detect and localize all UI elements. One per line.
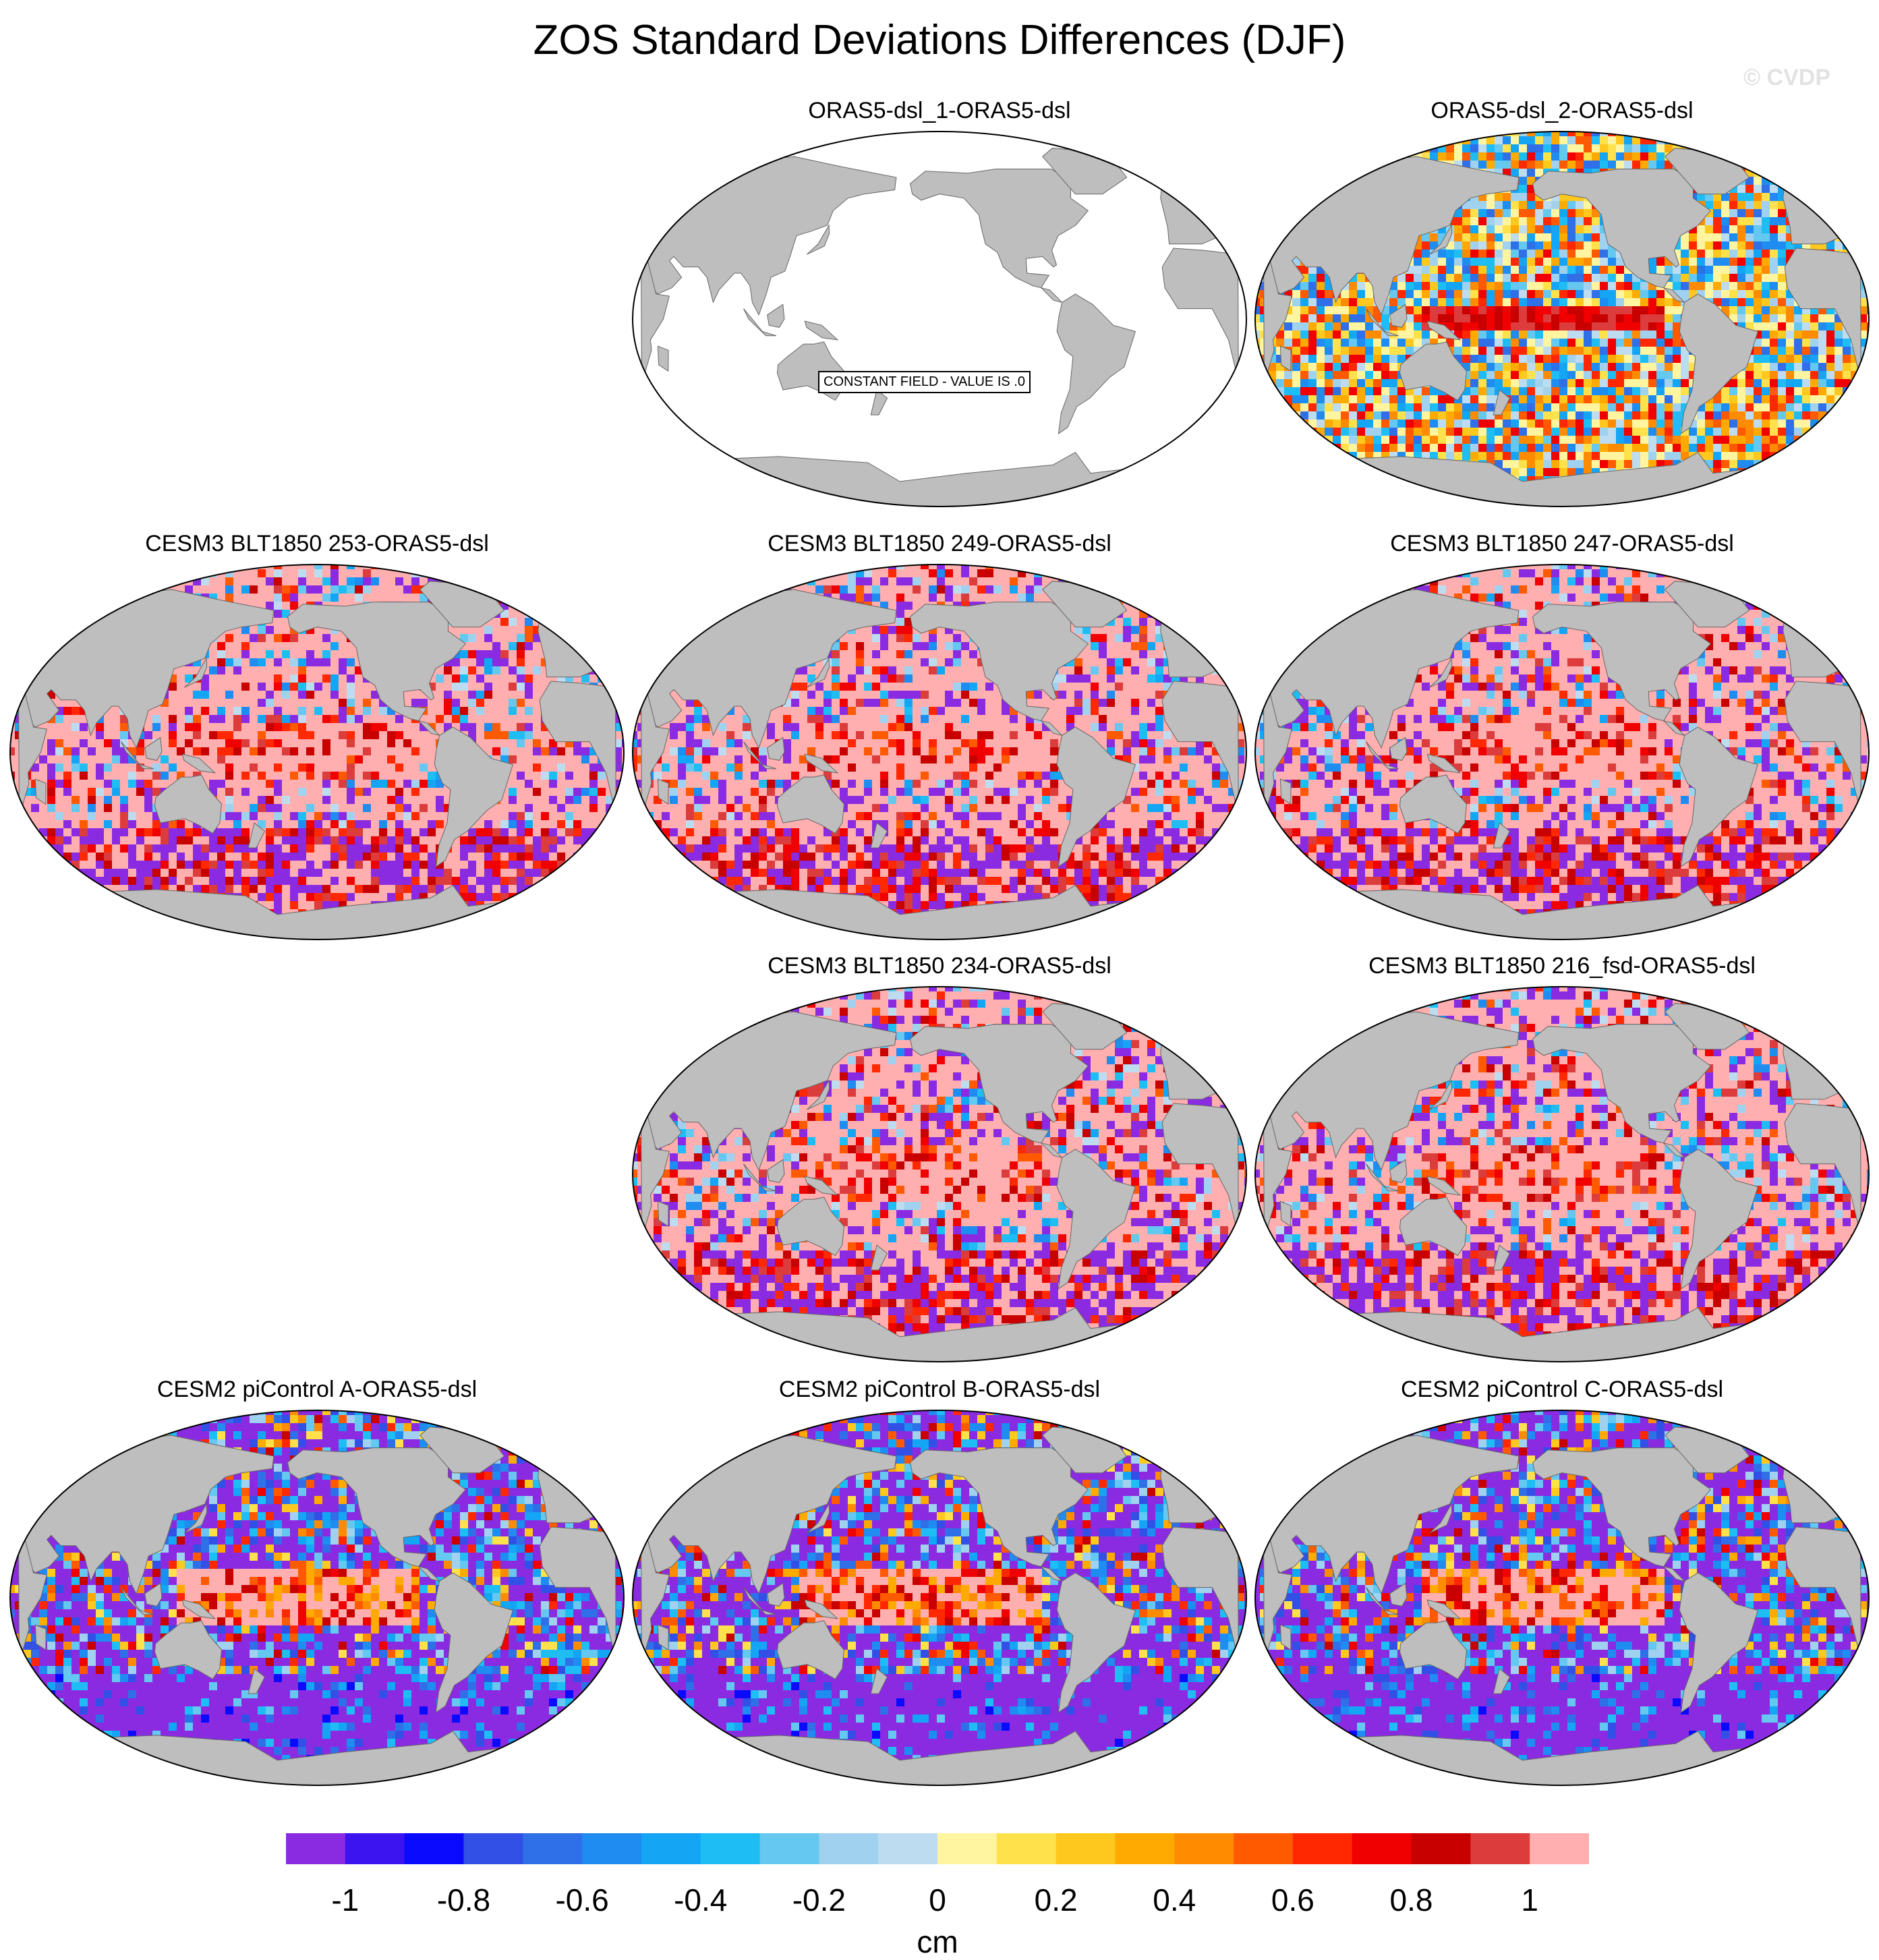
colorbar-swatch xyxy=(1293,1833,1352,1864)
cvdp-watermark: © CVDP xyxy=(1743,65,1830,91)
colorbar-swatch xyxy=(405,1833,464,1864)
map-panel-cesm3-253: CESM3 BLT1850 253-ORAS5-dsl xyxy=(7,530,627,948)
map-svg xyxy=(629,561,1250,942)
colorbar-tick-label: 0.8 xyxy=(1390,1882,1433,1918)
panel-title: CESM3 BLT1850 247-ORAS5-dsl xyxy=(1252,530,1872,557)
colorbar-tick-label: 0.4 xyxy=(1153,1882,1196,1918)
colorbar-tick-label: -1 xyxy=(331,1882,359,1918)
colorbar-swatch xyxy=(1115,1833,1174,1864)
colorbar-swatch xyxy=(997,1833,1056,1864)
panel-title: CESM3 BLT1850 234-ORAS5-dsl xyxy=(629,952,1250,979)
colorbar-swatch xyxy=(760,1833,819,1864)
panel-title: CESM2 piControl A-ORAS5-dsl xyxy=(7,1376,627,1403)
map-panel-cesm2-picontrol-b: CESM2 piControl B-ORAS5-dsl xyxy=(629,1376,1250,1794)
colorbar-swatch xyxy=(463,1833,523,1864)
figure-title: ZOS Standard Deviations Differences (DJF… xyxy=(0,15,1879,66)
map-panel-cesm3-216-fsd: CESM3 BLT1850 216_fsd-ORAS5-dsl xyxy=(1252,952,1872,1371)
panel-title: CESM3 BLT1850 216_fsd-ORAS5-dsl xyxy=(1252,952,1872,979)
map-panel-cesm3-247: CESM3 BLT1850 247-ORAS5-dsl xyxy=(1252,530,1872,948)
map-svg xyxy=(7,1407,627,1788)
colorbar-swatch xyxy=(1174,1833,1234,1864)
colorbar-swatch xyxy=(1530,1833,1589,1864)
constant-field-label: CONSTANT FIELD - VALUE IS .0 xyxy=(818,371,1031,393)
panel-title: CESM2 piControl B-ORAS5-dsl xyxy=(629,1376,1250,1403)
colorbar-unit-label: cm xyxy=(917,1924,958,1960)
map-svg xyxy=(1252,561,1872,942)
panel-title: CESM2 piControl C-ORAS5-dsl xyxy=(1252,1376,1872,1403)
colorbar-swatch xyxy=(286,1833,345,1864)
map-svg xyxy=(629,128,1250,509)
colorbar-tick-label: -0.2 xyxy=(792,1882,846,1918)
colorbar-swatch xyxy=(937,1833,997,1864)
colorbar-swatch xyxy=(523,1833,582,1864)
map-svg xyxy=(7,561,627,942)
colorbar-swatch xyxy=(641,1833,701,1864)
map-svg xyxy=(1252,1407,1872,1788)
panel-title: ORAS5-dsl_2-ORAS5-dsl xyxy=(1252,97,1872,124)
map-svg xyxy=(1252,983,1872,1364)
colorbar-swatch xyxy=(1056,1833,1116,1864)
panel-title: CESM3 BLT1850 253-ORAS5-dsl xyxy=(7,530,627,557)
map-svg xyxy=(629,1407,1250,1788)
map-panel-cesm2-picontrol-a: CESM2 piControl A-ORAS5-dsl xyxy=(7,1376,627,1794)
colorbar-swatch xyxy=(819,1833,878,1864)
colorbar-tick-label: 0 xyxy=(929,1882,946,1918)
colorbar-swatch xyxy=(1412,1833,1471,1864)
colorbar-tick-label: 0.2 xyxy=(1035,1882,1078,1918)
map-svg xyxy=(1252,128,1872,509)
panel-title: CESM3 BLT1850 249-ORAS5-dsl xyxy=(629,530,1250,557)
colorbar-swatches xyxy=(286,1833,1589,1864)
colorbar-swatch xyxy=(1470,1833,1530,1864)
map-panel-oras5-dsl-1: ORAS5-dsl_1-ORAS5-dsl CONSTANT FIELD - V… xyxy=(629,97,1250,515)
colorbar-swatch xyxy=(701,1833,760,1864)
colorbar-tick-label: 1 xyxy=(1521,1882,1538,1918)
map-svg xyxy=(629,983,1250,1364)
colorbar-tick-label: -0.6 xyxy=(555,1882,608,1918)
map-panel-oras5-dsl-2: ORAS5-dsl_2-ORAS5-dsl xyxy=(1252,97,1872,515)
colorbar-swatch xyxy=(582,1833,641,1864)
colorbar-swatch xyxy=(345,1833,405,1864)
panel-title: ORAS5-dsl_1-ORAS5-dsl xyxy=(629,97,1250,124)
colorbar xyxy=(286,1833,1589,1864)
colorbar-swatch xyxy=(1234,1833,1293,1864)
colorbar-tick-label: -0.8 xyxy=(437,1882,490,1918)
map-panel-cesm3-249: CESM3 BLT1850 249-ORAS5-dsl xyxy=(629,530,1250,948)
map-panel-cesm3-234: CESM3 BLT1850 234-ORAS5-dsl xyxy=(629,952,1250,1371)
colorbar-swatch xyxy=(878,1833,937,1864)
map-panel-cesm2-picontrol-c: CESM2 piControl C-ORAS5-dsl xyxy=(1252,1376,1872,1794)
colorbar-tick-label: -0.4 xyxy=(674,1882,727,1918)
colorbar-swatch xyxy=(1352,1833,1412,1864)
colorbar-tick-label: 0.6 xyxy=(1271,1882,1314,1918)
